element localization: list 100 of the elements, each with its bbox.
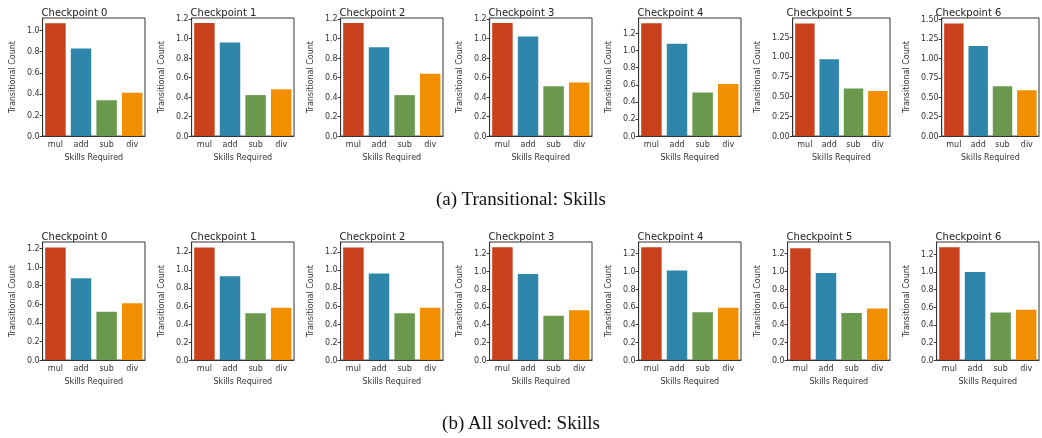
y-tick-label: 0.4 xyxy=(473,92,487,102)
bar xyxy=(790,248,811,361)
x-tick-label: mul xyxy=(946,139,962,149)
y-tick-label: 1.2 xyxy=(771,249,785,259)
y-tick-label: 0.8 xyxy=(473,53,487,63)
x-tick-label: div xyxy=(871,139,885,149)
chart-title: Checkpoint 5 xyxy=(786,230,853,242)
bar xyxy=(543,86,564,137)
y-axis-title: Transitional Count xyxy=(454,264,464,339)
y-tick-label: 1.2 xyxy=(175,247,189,257)
y-tick-label: 1.25 xyxy=(771,32,790,42)
y-tick-label: 1.0 xyxy=(175,34,189,43)
bar xyxy=(1017,90,1037,137)
x-tick-label: sub xyxy=(99,139,114,149)
y-tick-label: 0.0 xyxy=(473,355,487,365)
y-tick-label: 0.6 xyxy=(175,73,189,83)
y-tick-label: 0.6 xyxy=(175,301,189,311)
bar xyxy=(795,23,815,137)
chart-title: Checkpoint 6 xyxy=(935,230,1002,242)
x-axis-title: Skills Required xyxy=(511,376,571,386)
x-tick-label: add xyxy=(520,139,536,149)
y-tick-label: 0.4 xyxy=(473,320,487,330)
y-tick-label: 0.8 xyxy=(473,284,487,294)
y-tick-label: 0.2 xyxy=(324,337,338,347)
bar xyxy=(568,310,590,361)
bar xyxy=(419,307,441,361)
y-tick-label: 1.00 xyxy=(771,52,790,62)
x-axis-title: Skills Required xyxy=(64,152,124,162)
y-tick-label: 0.50 xyxy=(920,92,939,102)
y-tick-label: 1.2 xyxy=(26,244,40,254)
y-tick-label: 0.25 xyxy=(920,112,939,122)
x-axis-title: Skills Required xyxy=(660,376,720,386)
x-tick-label: div xyxy=(1020,363,1033,373)
bar xyxy=(517,273,539,361)
bar xyxy=(121,303,143,361)
y-tick-label: 1.25 xyxy=(920,34,939,44)
y-tick-label: 1.0 xyxy=(622,46,636,56)
y-tick-label: 0.8 xyxy=(324,283,338,293)
y-tick-label: 0.2 xyxy=(175,337,189,347)
y-tick-label: 0.2 xyxy=(26,337,40,346)
y-tick-label: 0.2 xyxy=(473,337,487,347)
y-tick-label: 0.4 xyxy=(175,92,189,102)
x-axis-title: Skills Required xyxy=(809,376,869,386)
bar xyxy=(368,47,390,137)
x-tick-label: mul xyxy=(941,363,957,373)
x-axis-title: Skills Required xyxy=(511,152,571,162)
bar xyxy=(641,23,662,137)
x-tick-label: add xyxy=(371,363,387,373)
x-tick-label: add xyxy=(520,363,536,373)
bar xyxy=(419,73,441,137)
y-tick-label: 0.4 xyxy=(26,318,40,328)
bar xyxy=(568,82,590,137)
y-axis-title: Transitional Count xyxy=(901,40,911,115)
x-tick-label: mul xyxy=(792,363,808,373)
y-axis-title: Transitional Count xyxy=(901,264,911,339)
y-tick-label: 1.0 xyxy=(26,26,40,36)
x-tick-label: add xyxy=(371,139,387,149)
y-tick-label: 0.8 xyxy=(175,283,189,293)
y-tick-label: 1.0 xyxy=(26,262,40,272)
y-tick-label: 1.0 xyxy=(175,265,189,275)
x-tick-label: sub xyxy=(99,363,114,373)
bar xyxy=(944,23,964,137)
chart-title: Checkpoint 0 xyxy=(41,6,108,18)
y-tick-label: 0.6 xyxy=(324,301,338,311)
bar xyxy=(968,45,988,137)
x-axis-title: Skills Required xyxy=(213,152,273,162)
x-tick-label: div xyxy=(126,363,139,373)
bar xyxy=(939,247,960,361)
text: (b) All solved: Skills xyxy=(441,412,601,434)
bar xyxy=(45,247,66,361)
x-tick-label: div xyxy=(424,139,437,149)
x-tick-label: sub xyxy=(546,363,561,373)
y-tick-label: 0.8 xyxy=(175,53,189,63)
y-tick-label: 1.2 xyxy=(473,14,487,24)
y-tick-label: 0.8 xyxy=(920,285,934,295)
x-tick-label: add xyxy=(222,363,238,373)
y-axis-title: Transitional Count xyxy=(752,264,762,339)
y-tick-label: 0.8 xyxy=(26,281,40,291)
x-tick-label: add xyxy=(222,139,238,149)
bar xyxy=(841,313,862,361)
y-tick-label: 0.6 xyxy=(26,299,40,309)
y-tick-label: 0.8 xyxy=(26,47,40,57)
y-tick-label: 0.75 xyxy=(920,73,939,83)
y-tick-label: 0.2 xyxy=(622,337,636,347)
y-axis-title: Transitional Count xyxy=(305,40,315,115)
y-axis-title: Transitional Count xyxy=(752,40,762,115)
y-tick-label: 0.8 xyxy=(622,284,636,294)
y-tick-label: 0.50 xyxy=(771,91,790,101)
y-tick-label: 1.0 xyxy=(324,34,338,43)
x-tick-label: mul xyxy=(643,363,659,373)
x-tick-label: sub xyxy=(397,139,412,149)
y-tick-label: 0.0 xyxy=(473,131,487,141)
y-tick-label: 0.6 xyxy=(473,302,487,312)
x-tick-label: div xyxy=(275,363,288,373)
x-tick-label: add xyxy=(970,139,986,149)
y-tick-label: 0.0 xyxy=(622,355,636,365)
x-tick-label: sub xyxy=(844,363,859,373)
bar xyxy=(866,308,888,361)
x-tick-label: sub xyxy=(846,139,861,149)
x-tick-label: sub xyxy=(993,363,1008,373)
